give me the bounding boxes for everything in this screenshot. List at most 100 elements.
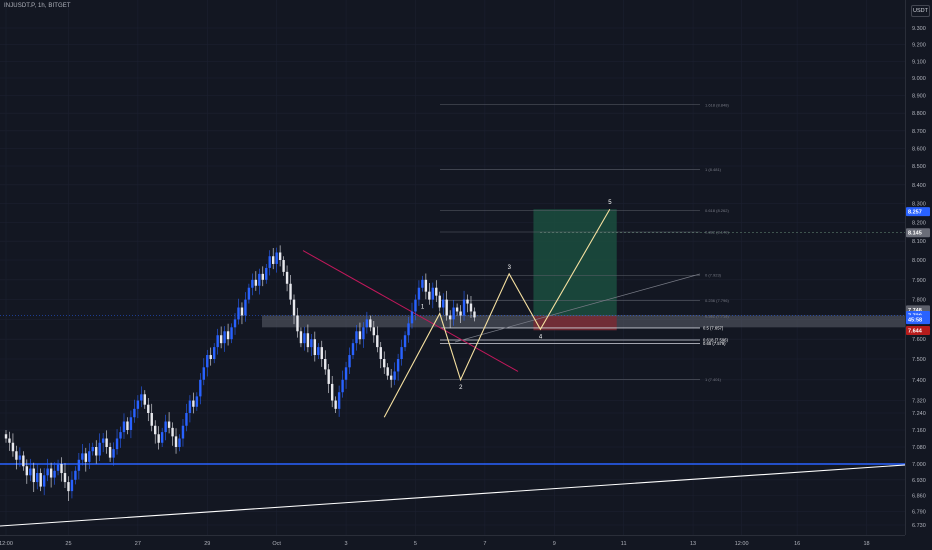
loss-zone [533,315,617,331]
candle-body [344,367,348,380]
candle-body [369,319,372,328]
candle-body [348,355,351,368]
candle-body [150,413,153,426]
candle-body [265,267,268,280]
candle-body [74,470,77,480]
candle-body [442,299,445,308]
fib-level-label: 1.618 (8.848) [705,102,729,107]
candle-body [84,453,88,462]
candle-body [428,291,431,300]
candle-body [70,479,74,492]
candle-body [81,453,84,460]
candle-body [95,447,98,456]
candle-body [407,323,410,336]
candle-body [358,331,362,340]
candle-body [32,468,35,483]
candle-body [421,279,424,288]
candle-body [185,413,188,426]
candle-body [199,379,202,397]
candle-body [188,400,192,413]
time-axis[interactable] [0,535,905,550]
candle-body [376,335,379,348]
fib-level-label: 1 (8.481) [705,167,722,172]
candle-body [160,432,164,443]
candle-body [320,347,323,359]
wave-label: 1 [421,304,425,310]
candle-body [42,475,46,487]
candle-body [122,421,126,433]
candle-body [251,279,254,288]
candle-body [466,299,469,304]
candle-body [285,271,289,284]
candle-body [247,287,251,300]
candle-body [341,379,344,393]
currency-badge[interactable]: USDT [911,5,930,17]
candle-body [244,299,247,316]
candle-body [282,260,285,272]
candle-body [324,359,327,370]
candle-body [403,335,407,348]
candle-body [195,396,199,407]
candle-body [143,394,146,405]
candle-body [178,438,181,447]
candle-body [174,436,178,447]
wave-label: 3 [508,265,512,271]
candle-body [389,375,393,380]
candle-body [452,307,455,320]
candle-body [164,421,167,433]
candle-body [299,331,303,344]
candle-body [136,400,140,409]
candle-body [192,400,195,407]
candle-body [91,447,94,452]
candle-body [77,459,81,471]
candle-body [126,421,129,430]
fib-level-label: 0.65 (7.579) [703,341,726,346]
candle-body [310,339,313,348]
candle-body [469,303,473,312]
candle-body [101,438,105,443]
wave-label: 4 [539,334,543,340]
fib-level-label: 0.618 (8.262) [705,208,729,213]
candle-body [209,355,212,359]
candle-body [455,307,459,312]
candle-body [261,273,264,280]
candle-body [254,279,258,286]
candle-body [289,283,292,300]
candle-body [417,287,421,300]
candle-body [278,252,282,260]
candle-body [330,383,334,401]
candle-body [49,468,53,478]
fib-level-label: 0.382 (8.149) [705,229,729,234]
candle-body [226,331,230,340]
candle-body [56,464,60,471]
candle-body [306,333,310,348]
candle-body [292,299,296,316]
candle-body [223,331,226,344]
candle-body [8,438,11,443]
fib-level-label: 0.618 (7.596) [703,337,729,342]
candle-body [435,287,438,296]
candle-body [60,464,63,474]
candle-body [473,311,476,318]
price-axis[interactable] [905,0,932,535]
candle-body [258,273,261,286]
candle-body [445,299,448,316]
candle-body [67,482,70,492]
candle-body [414,299,417,312]
candle-body [362,327,365,340]
candle-body [372,327,376,336]
candle-body [438,295,441,308]
candle-body [271,256,275,264]
candle-body [268,256,271,268]
candle-body [53,470,56,478]
candle-body [15,451,18,460]
candle-body [108,447,112,458]
candle-body [115,438,119,450]
candle-body [181,425,185,439]
candle-body [379,347,382,359]
candle-body [393,371,396,380]
candle-body [327,369,330,384]
candle-body [140,394,143,401]
candle-body [216,335,219,348]
